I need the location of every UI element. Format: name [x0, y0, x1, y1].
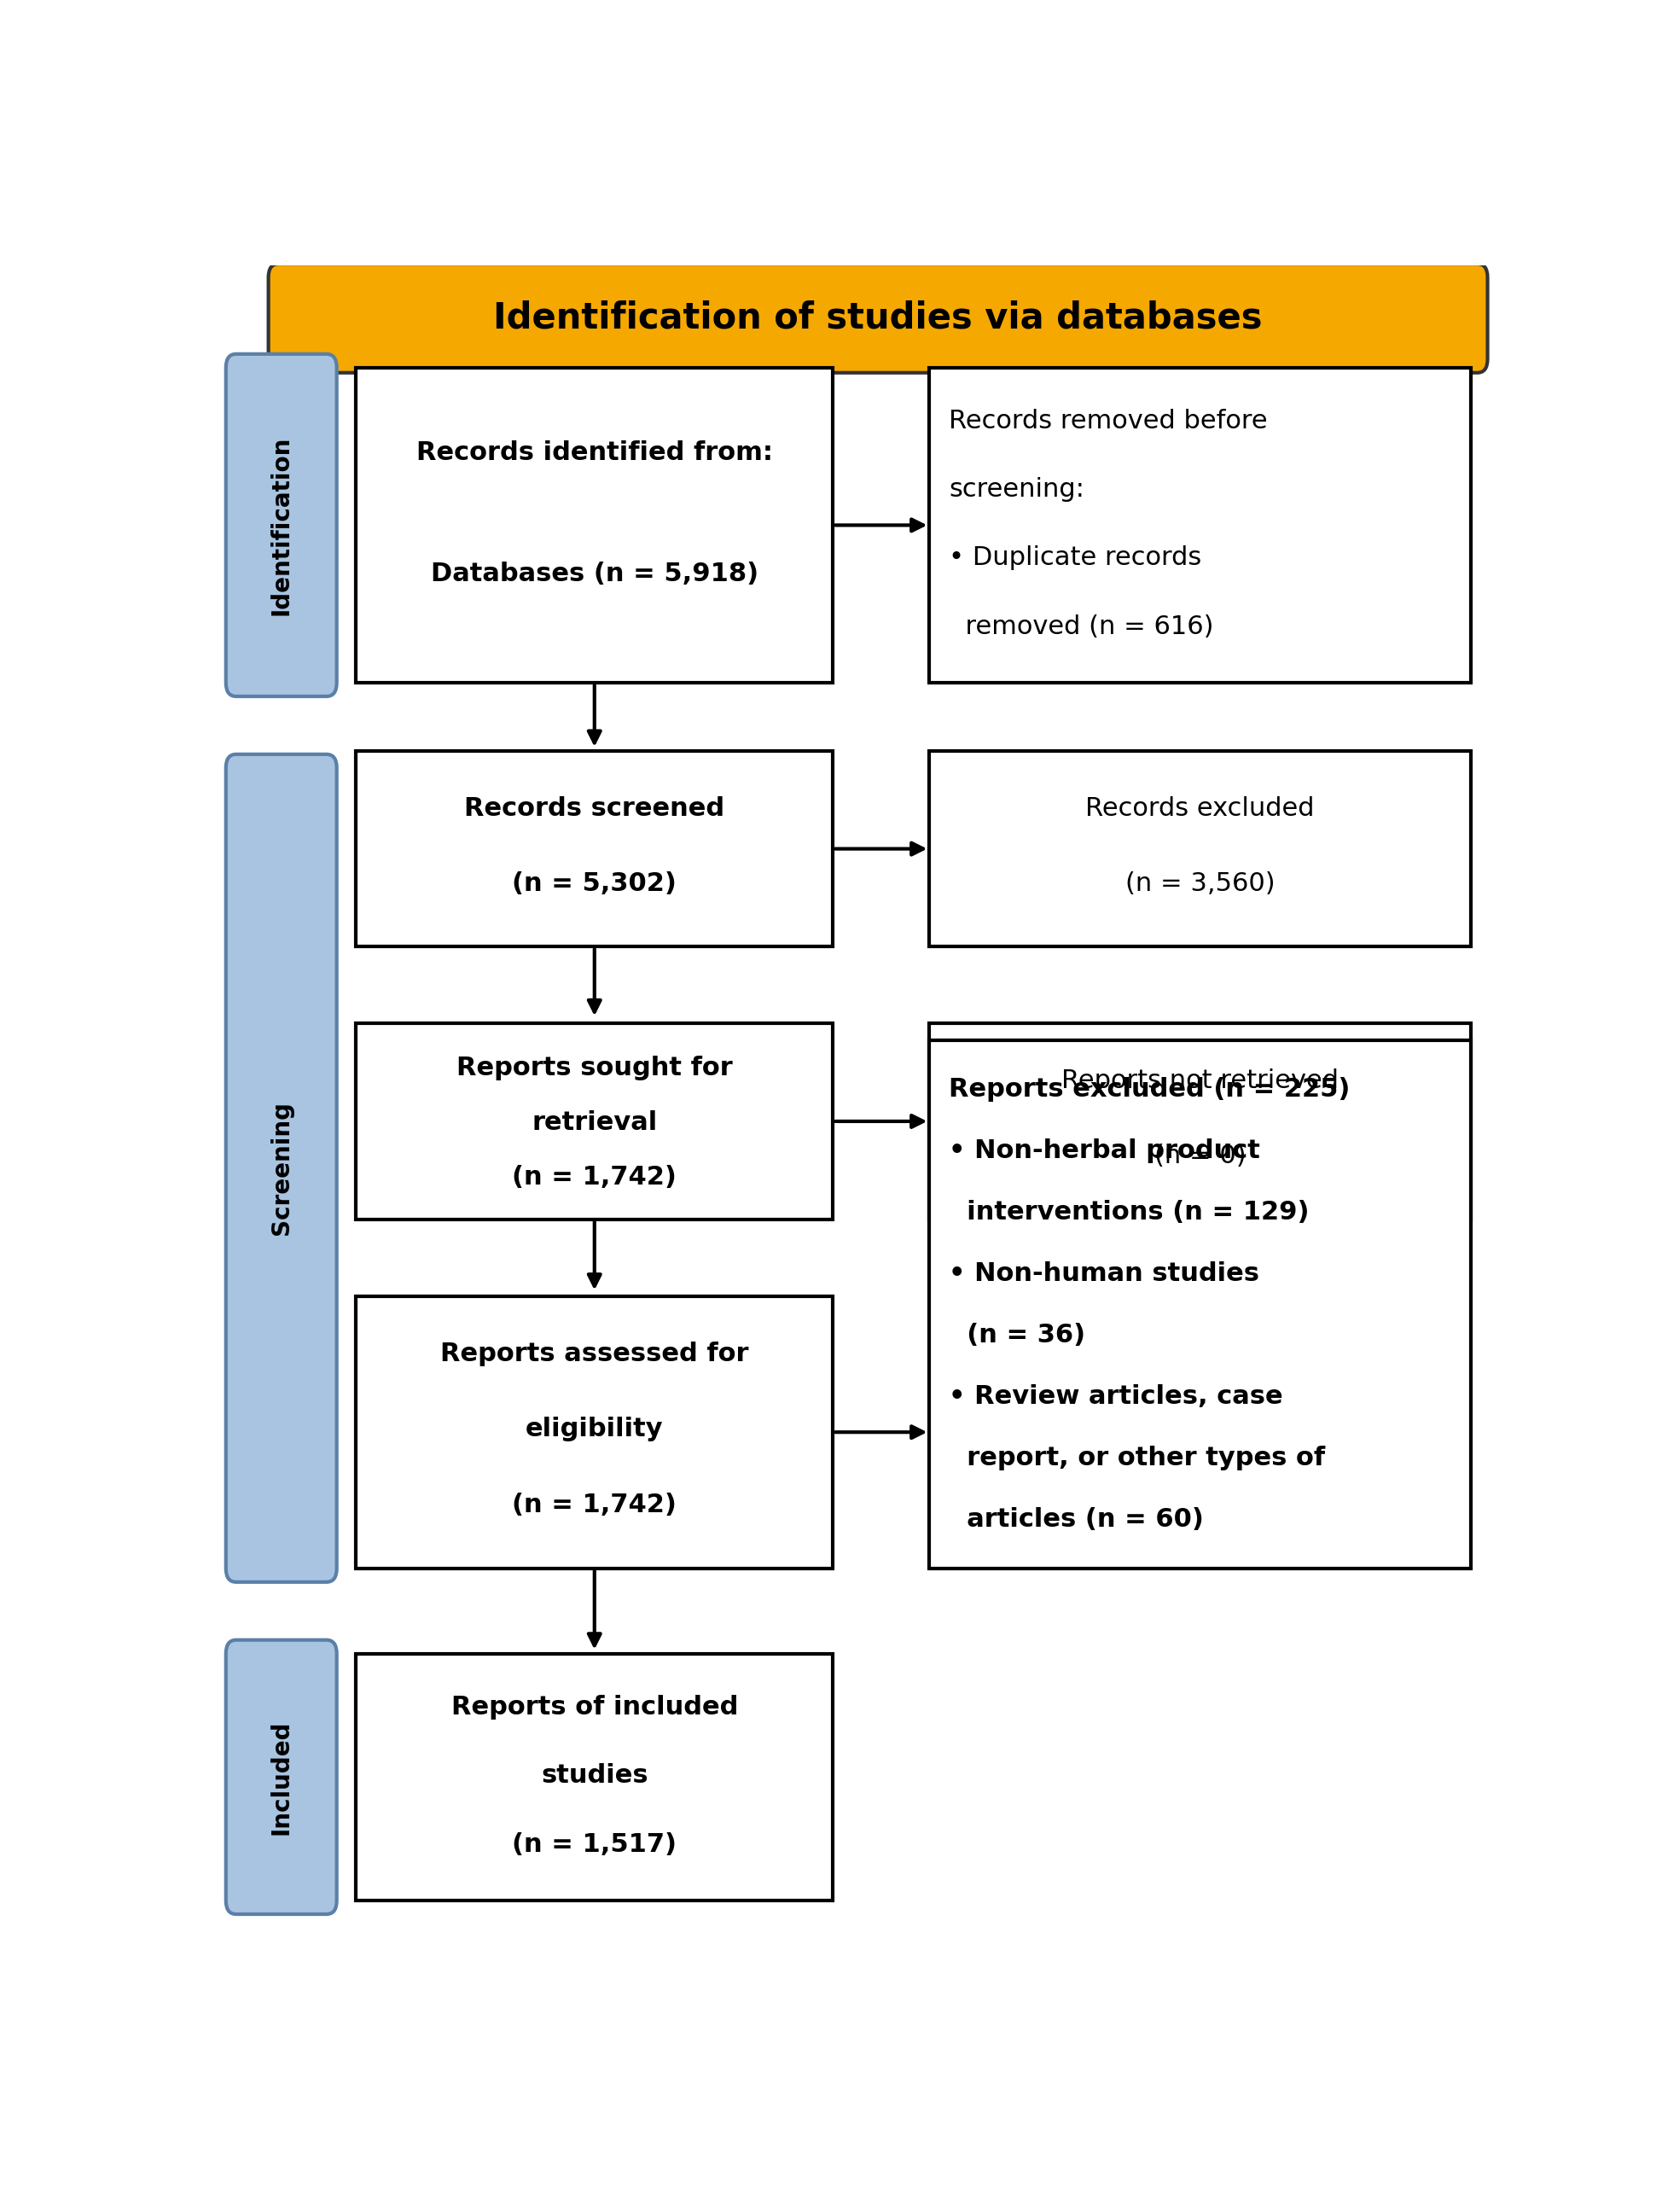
Text: Identification of studies via databases: Identification of studies via databases: [494, 301, 1261, 336]
Text: Screening: Screening: [269, 1102, 293, 1234]
Text: Reports not retrieved: Reports not retrieved: [1060, 1068, 1338, 1093]
FancyBboxPatch shape: [356, 1024, 833, 1219]
Text: Records identified from:: Records identified from:: [416, 440, 773, 465]
Text: (n = 36): (n = 36): [949, 1323, 1085, 1347]
Text: (n = 5,302): (n = 5,302): [512, 872, 676, 896]
Text: (n = 0): (n = 0): [1153, 1144, 1245, 1168]
Text: Records screened: Records screened: [464, 796, 725, 821]
Text: Reports excluded (n = 225): Reports excluded (n = 225): [949, 1077, 1350, 1102]
FancyBboxPatch shape: [356, 1655, 833, 1900]
FancyBboxPatch shape: [356, 367, 833, 684]
FancyBboxPatch shape: [929, 1040, 1471, 1568]
FancyBboxPatch shape: [226, 754, 336, 1582]
Text: • Review articles, case: • Review articles, case: [949, 1385, 1283, 1409]
Text: eligibility: eligibility: [525, 1418, 663, 1442]
Text: Reports sought for: Reports sought for: [455, 1055, 733, 1082]
Text: articles (n = 60): articles (n = 60): [949, 1506, 1203, 1531]
Text: interventions (n = 129): interventions (n = 129): [949, 1201, 1308, 1225]
Text: (n = 3,560): (n = 3,560): [1125, 872, 1275, 896]
Text: Reports assessed for: Reports assessed for: [440, 1340, 748, 1367]
FancyBboxPatch shape: [226, 1639, 336, 1913]
FancyBboxPatch shape: [226, 354, 336, 697]
Text: (n = 1,517): (n = 1,517): [512, 1832, 676, 1856]
Text: • Non-human studies: • Non-human studies: [949, 1261, 1258, 1285]
Text: screening:: screening:: [949, 478, 1084, 502]
Text: • Duplicate records: • Duplicate records: [949, 546, 1202, 571]
Text: retrieval: retrieval: [532, 1110, 656, 1135]
Text: (n = 1,742): (n = 1,742): [512, 1493, 676, 1517]
FancyBboxPatch shape: [356, 1296, 833, 1568]
Text: studies: studies: [540, 1763, 648, 1787]
Text: Reports of included: Reports of included: [450, 1694, 738, 1719]
FancyBboxPatch shape: [356, 750, 833, 947]
Text: • Non-herbal product: • Non-herbal product: [949, 1139, 1260, 1164]
Text: removed (n = 616): removed (n = 616): [949, 615, 1213, 639]
Text: Identification: Identification: [269, 436, 293, 615]
Text: (n = 1,742): (n = 1,742): [512, 1166, 676, 1190]
Text: Records excluded: Records excluded: [1085, 796, 1315, 821]
Text: Included: Included: [269, 1719, 293, 1834]
FancyBboxPatch shape: [268, 263, 1487, 374]
FancyBboxPatch shape: [929, 750, 1471, 947]
Text: Databases (n = 5,918): Databases (n = 5,918): [430, 562, 758, 586]
FancyBboxPatch shape: [929, 367, 1471, 684]
Text: Records removed before: Records removed before: [949, 409, 1266, 434]
FancyBboxPatch shape: [929, 1024, 1471, 1219]
Text: report, or other types of: report, or other types of: [949, 1447, 1325, 1471]
